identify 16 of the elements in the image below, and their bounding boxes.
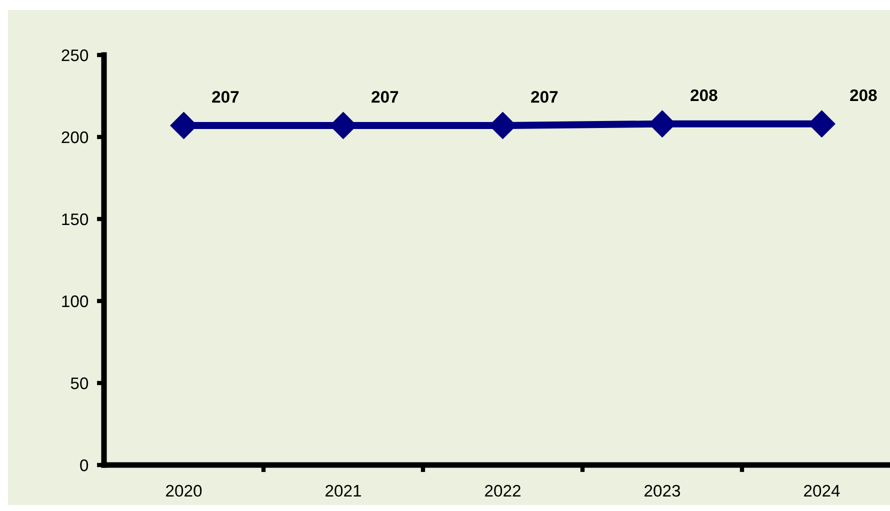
y-tick-label: 50: [70, 377, 88, 390]
x-tick-label: 2023: [644, 484, 680, 497]
x-tick-label: 2020: [166, 484, 202, 497]
data-label: 207: [372, 90, 398, 103]
x-tick-label: 2021: [326, 484, 361, 497]
y-tick-label: 200: [62, 131, 88, 144]
y-tick-label: 250: [62, 49, 88, 62]
x-tick-label: 2022: [485, 484, 520, 497]
y-tick-label: 0: [80, 459, 88, 472]
data-label: 207: [212, 90, 239, 103]
data-label: 208: [690, 89, 718, 102]
y-tick-label: 100: [62, 295, 88, 308]
y-tick-label: 150: [62, 213, 88, 226]
data-label: 207: [531, 90, 558, 103]
x-tick-label: 2024: [804, 484, 840, 497]
data-label: 208: [850, 89, 877, 102]
